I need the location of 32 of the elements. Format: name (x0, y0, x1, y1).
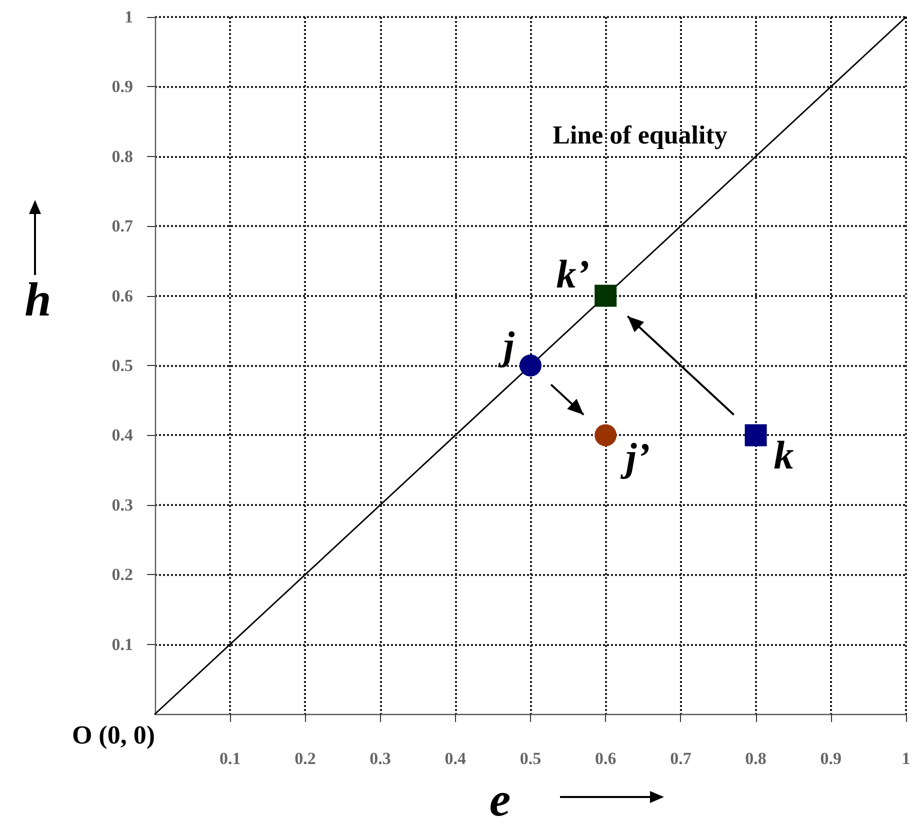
y-tick-label: 0.8 (112, 146, 133, 166)
x-tick-label: 0.4 (444, 749, 467, 768)
x-axis-title: e (489, 774, 511, 826)
y-tick-label: 0.1 (112, 634, 133, 654)
y-axis-title: h (24, 274, 52, 326)
y-tick-label: 0.9 (112, 77, 133, 96)
series-label: j’ (620, 434, 650, 480)
y-tick-label: 0.5 (112, 356, 133, 375)
y-tick-label: 0.7 (112, 216, 134, 236)
series-label: j (497, 323, 516, 368)
series-label: k (774, 432, 794, 478)
y-tick-label: 1 (124, 8, 133, 26)
x-tick-label: 0.3 (370, 749, 391, 768)
series-label: k’ (556, 251, 590, 296)
x-tick-label: 0.8 (745, 749, 766, 768)
y-tick-label: 0.4 (112, 426, 134, 445)
point (520, 354, 542, 376)
point (594, 284, 617, 307)
x-tick-label: 1 (902, 749, 910, 768)
x-tick-label: 0.2 (294, 749, 316, 768)
y-tick-label: 0.3 (112, 495, 133, 514)
x-tick-label: 0.1 (219, 749, 241, 768)
annotation: Line of equality (552, 120, 728, 150)
point (594, 424, 617, 446)
y-tick-label: 0.2 (112, 565, 133, 584)
x-tick-label: 0.9 (820, 749, 842, 768)
x-tick-label: 0.5 (520, 749, 542, 768)
annotation: O (0, 0) (72, 720, 155, 750)
point (744, 424, 767, 446)
x-tick-label: 0.7 (670, 749, 692, 768)
x-tick-label: 0.6 (594, 749, 616, 768)
y-tick-label: 0.6 (112, 286, 133, 306)
